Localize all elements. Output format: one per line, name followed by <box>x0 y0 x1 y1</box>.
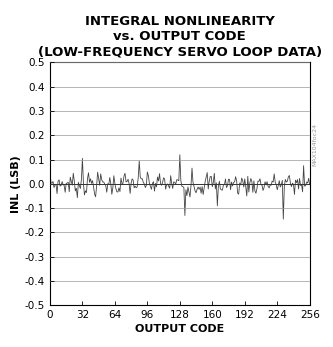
Title: INTEGRAL NONLINEARITY
vs. OUTPUT CODE
(LOW-FREQUENCY SERVO LOOP DATA): INTEGRAL NONLINEARITY vs. OUTPUT CODE (L… <box>38 15 322 59</box>
X-axis label: OUTPUT CODE: OUTPUT CODE <box>135 324 224 335</box>
Text: MAX104foc24: MAX104foc24 <box>312 123 317 166</box>
Y-axis label: INL (LSB): INL (LSB) <box>11 155 21 213</box>
